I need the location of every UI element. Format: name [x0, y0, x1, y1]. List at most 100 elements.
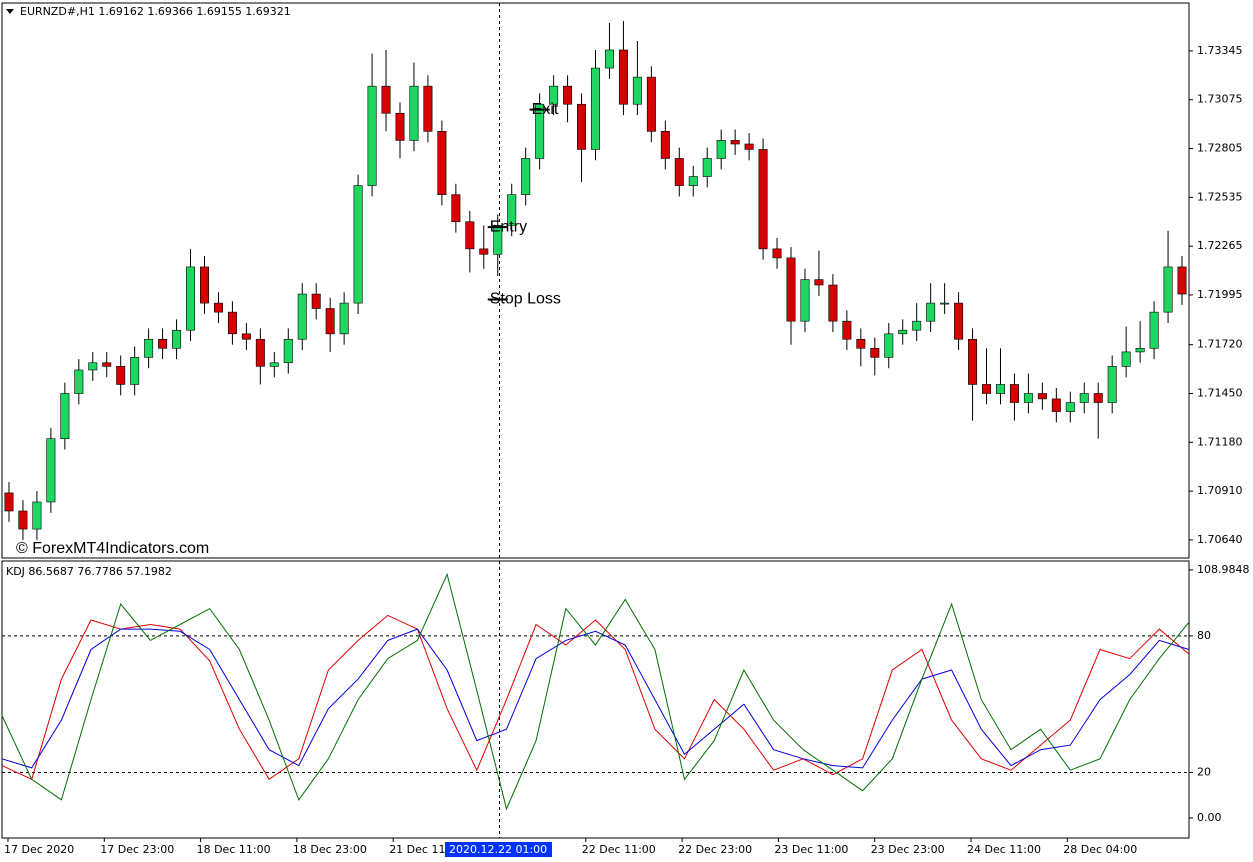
candle-body — [1023, 393, 1033, 403]
annotation-label: Exit — [532, 101, 559, 118]
candle-body — [283, 338, 293, 364]
candle-body — [702, 158, 712, 177]
candle-body — [1079, 393, 1089, 403]
menu-arrow — [6, 9, 14, 14]
kdj-line — [1, 572, 1190, 811]
candle-body — [1009, 384, 1019, 403]
candle-body — [479, 248, 489, 255]
candle-body — [199, 266, 209, 304]
candle-body — [856, 338, 866, 349]
candle-body — [688, 176, 698, 186]
candle-body — [968, 338, 978, 385]
y-tick-label: 1.71450 — [1197, 386, 1243, 399]
candle-body — [213, 302, 223, 313]
candle-body — [674, 158, 684, 186]
candle-body — [786, 257, 796, 322]
candle-body — [60, 393, 70, 439]
candle-body — [1037, 393, 1047, 400]
candle-body — [954, 302, 964, 340]
candle-body — [116, 366, 126, 385]
candle-body — [46, 438, 56, 503]
candle-body — [1107, 366, 1117, 403]
kdj-title: KDJ 86.5687 76.7786 57.1982 — [6, 565, 172, 578]
candle-body — [158, 338, 168, 349]
candle-body — [842, 320, 852, 340]
candle-body — [744, 143, 754, 150]
x-tick-label: 18 Dec 23:00 — [293, 843, 367, 856]
candle-body — [493, 225, 503, 255]
symbol-title: EURNZD#,H1 1.69162 1.69366 1.69155 1.693… — [20, 5, 291, 18]
candle-body — [437, 131, 447, 195]
candle-body — [660, 131, 670, 159]
y-tick-label: 1.70910 — [1197, 484, 1243, 497]
y-tick-label: 1.73345 — [1197, 44, 1243, 57]
candle-body — [325, 308, 335, 335]
candle-body — [297, 293, 307, 340]
x-tick-label: 18 Dec 11:00 — [197, 843, 271, 856]
candle-body — [926, 302, 936, 322]
candle-body — [591, 67, 600, 150]
candle-body — [912, 320, 922, 331]
candle-body — [381, 85, 391, 114]
candle-body — [32, 501, 42, 530]
candle-body — [241, 333, 251, 340]
candle-body — [884, 333, 894, 358]
annotation-label: Entry — [490, 218, 527, 235]
candle-body — [898, 329, 908, 335]
candle-body — [800, 279, 810, 322]
y-tick-label: 1.73075 — [1197, 93, 1243, 106]
y-tick-label: 1.71995 — [1197, 288, 1243, 301]
candle-body — [1149, 311, 1159, 349]
y-tick-label: 1.70640 — [1197, 533, 1243, 546]
candle-body — [451, 194, 461, 223]
candle-body — [577, 103, 587, 150]
candle-body — [339, 302, 349, 335]
x-tick-label: 24 Dec 11:00 — [967, 843, 1041, 856]
kdj-panel — [1, 560, 1190, 839]
candle-body — [507, 194, 517, 226]
candle-body — [4, 492, 14, 512]
candle-body — [255, 338, 265, 367]
y-tick-label: 1.72265 — [1197, 239, 1243, 252]
candle-body — [982, 384, 992, 394]
x-tick-label: 28 Dec 04:00 — [1063, 843, 1137, 856]
y-tick-label: 108.9848 — [1197, 563, 1250, 576]
candle-body — [716, 140, 726, 159]
x-tick-label: 23 Dec 23:00 — [871, 843, 945, 856]
candle-body — [549, 85, 559, 105]
kdj-line — [1, 628, 1190, 769]
candle-body — [367, 85, 377, 186]
candle-body — [409, 85, 419, 141]
candle-body — [311, 293, 321, 309]
candle-body — [395, 112, 405, 141]
y-tick-label: 80 — [1197, 629, 1211, 642]
candle-body — [870, 347, 880, 358]
candle-body — [646, 76, 656, 132]
x-tick-label: 23 Dec 11:00 — [774, 843, 848, 856]
candle-body — [227, 311, 237, 335]
candle-body — [940, 302, 950, 305]
y-tick-label: 1.72535 — [1197, 190, 1243, 203]
candle-body — [521, 158, 531, 195]
candle-body — [563, 85, 573, 105]
candle-body — [995, 384, 1005, 394]
watermark: © ForexMT4Indicators.com — [16, 540, 209, 557]
candle-body — [353, 185, 363, 304]
x-tick-label: 17 Dec 2020 — [4, 843, 74, 856]
candle-body — [144, 338, 154, 358]
candle-body — [772, 248, 782, 259]
x-tick-label: 22 Dec 11:00 — [582, 843, 656, 856]
candle-body — [604, 49, 614, 69]
candle-body — [102, 362, 112, 367]
annotation-label: Stop Loss — [490, 291, 561, 308]
y-tick-label: 1.71720 — [1197, 338, 1243, 351]
candle-body — [1051, 398, 1061, 412]
candle-body — [1065, 402, 1075, 412]
candle-body — [1093, 393, 1103, 403]
y-tick-label: 0.00 — [1197, 811, 1222, 824]
candle-body — [423, 85, 433, 132]
candle-body — [814, 279, 824, 286]
highlight-label: 2020.12.22 01:00 — [449, 843, 547, 856]
kdj-line — [1, 614, 1190, 781]
